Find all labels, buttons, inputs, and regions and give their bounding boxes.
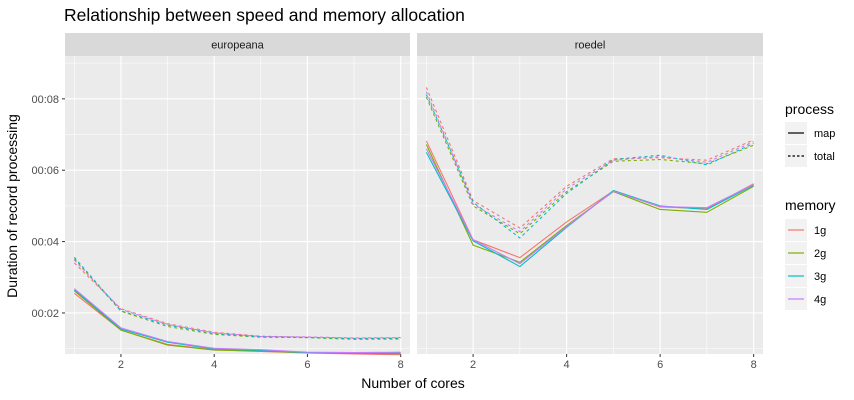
legend-label: map xyxy=(814,128,835,140)
series-line-europeana-4g-total xyxy=(73,259,401,339)
legend-label: total xyxy=(814,151,835,163)
facet-strip-label: roedel xyxy=(575,40,606,52)
x-tick-label: 4 xyxy=(211,359,217,371)
panel-background xyxy=(65,56,410,354)
legend-label: 2g xyxy=(814,248,826,260)
y-tick-label: 00:02 xyxy=(31,308,59,320)
x-tick-label: 6 xyxy=(304,359,310,371)
facet-strip-label: europeana xyxy=(211,40,264,52)
series-line-europeana-1g-total xyxy=(73,262,401,339)
series-line-roedel-3g-total xyxy=(425,94,754,239)
y-tick-label: 00:04 xyxy=(31,237,59,249)
facet-panel-europeana: europeana 2 4 6 8 00:02 00:04 00:06 00:08 xyxy=(31,33,410,371)
legend-label: 4g xyxy=(814,294,826,306)
legends: process map total memory 1g 2g 3g 4g xyxy=(785,101,836,310)
x-tick-label: 6 xyxy=(657,359,663,371)
series-line-europeana-3g-total xyxy=(73,256,401,340)
y-tick-label: 00:08 xyxy=(31,94,59,106)
panel-background xyxy=(417,56,763,354)
series-line-roedel-1g-total xyxy=(425,87,754,229)
series-line-roedel-4g-total xyxy=(425,91,754,233)
y-tick-label: 00:06 xyxy=(31,165,59,177)
legend-process: process map total xyxy=(785,101,835,167)
x-tick-label: 2 xyxy=(118,359,124,371)
x-tick-label: 8 xyxy=(398,359,404,371)
facet-panels: europeana 2 4 6 8 00:02 00:04 00:06 00:08 roedel 2… xyxy=(31,33,763,371)
legend-label: 3g xyxy=(814,271,826,283)
series-line-europeana-4g-map xyxy=(73,288,401,354)
y-axis-title: Duration of record processing xyxy=(4,114,20,298)
x-axis-title: Number of cores xyxy=(361,375,464,391)
series-line-roedel-2g-total xyxy=(425,96,754,235)
x-tick-label: 4 xyxy=(564,359,570,371)
facet-strip xyxy=(417,33,763,56)
chart-title: Relationship between speed and memory al… xyxy=(64,5,465,25)
series-line-europeana-3g-map xyxy=(73,289,401,354)
legend-memory: memory 1g 2g 3g 4g xyxy=(785,197,836,310)
legend-label: 1g xyxy=(814,225,826,237)
facet-strip xyxy=(65,33,410,56)
legend-key-background xyxy=(785,145,807,167)
x-tick-label: 8 xyxy=(751,359,757,371)
legend-title: process xyxy=(785,101,834,117)
series-line-roedel-4g-map xyxy=(425,148,754,265)
facet-panel-roedel: roedel 2 4 6 8 xyxy=(417,33,763,371)
legend-title: memory xyxy=(785,197,836,213)
x-tick-label: 2 xyxy=(470,359,476,371)
